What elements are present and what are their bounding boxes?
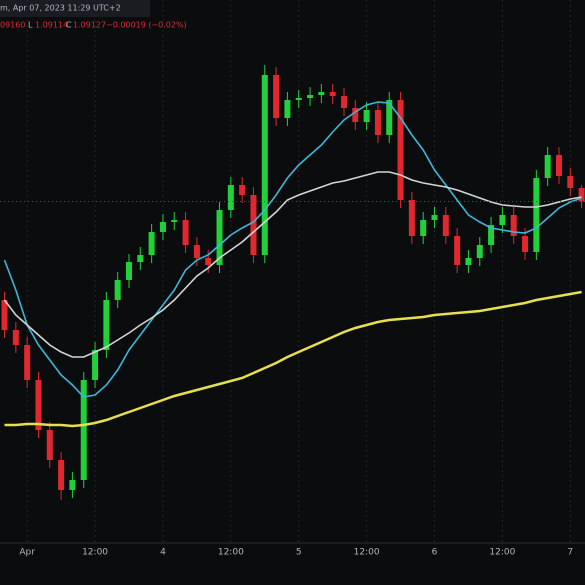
candle-body [103,300,110,350]
candle-body [239,185,246,195]
header-close: 1.09127 [73,21,106,30]
x-tick-label: 12:00 [218,548,244,558]
moving-average-line [3,101,582,398]
header-high: 09160 [0,21,25,30]
candle-body [578,188,585,202]
candle-body [307,95,314,98]
candle-body [544,155,551,178]
candle-body [80,380,87,480]
candle-body [250,195,257,255]
candle-body [329,92,336,96]
candle-body [431,215,438,220]
candle-body [193,245,200,258]
candle-body [465,258,472,265]
x-tick-label: 4 [160,548,166,558]
candle-body [58,460,65,490]
candle-body [46,430,53,460]
candle-body [454,236,461,265]
candle-body [318,92,325,95]
candle-body [363,110,370,122]
header-change: −0.00019 (−0.02%) [106,21,187,30]
candle-body [69,480,76,490]
candle-body [442,215,449,236]
candle-body [24,345,31,380]
x-tick-label: 12:00 [489,548,515,558]
x-tick-label: 12:00 [354,548,380,558]
candle-body [216,210,223,265]
x-tick-label: 7 [567,548,573,558]
candle-body [374,110,381,135]
header-low: 1.09114 [35,21,68,30]
candle-body [510,215,517,236]
candle-body [125,262,132,280]
header-bar [0,0,150,17]
candle-body [12,330,19,345]
x-tick-label: 6 [432,548,438,558]
candle-body [420,220,427,236]
candle-body [182,220,189,245]
candle-body [352,108,359,122]
header-title: m, Apr 07, 2023 11:29 UTC+2 [0,4,121,13]
candle-body [114,280,121,300]
candle-body [159,222,166,232]
candle-body [137,255,144,262]
candle-body [476,245,483,258]
candle-body [205,258,212,265]
candle-body [499,215,506,225]
header-low-label: L [28,21,33,30]
candle-body [171,220,178,222]
candle-body [92,350,99,380]
candle-body [273,75,280,118]
candle-body [295,98,302,100]
candle-body [397,100,404,200]
header-close-label: C [66,21,72,30]
candle-body [386,100,393,135]
candle-body [340,96,347,108]
candle-body [1,300,8,330]
candle-body [567,176,574,188]
x-tick-label: 5 [296,548,302,558]
candle-body [555,155,562,176]
candle-body [227,185,234,210]
candle-body [284,100,291,118]
candle-body [522,236,529,252]
candle-body [148,232,155,255]
x-tick-label: 12:00 [82,548,108,558]
moving-average-line [4,290,582,428]
candle-body [35,380,42,430]
candle-body [488,225,495,245]
candle-body [408,200,415,236]
candle-body [261,75,268,255]
moving-average-line [3,171,582,358]
candle-body [533,178,540,252]
x-tick-label: Apr [19,548,35,558]
